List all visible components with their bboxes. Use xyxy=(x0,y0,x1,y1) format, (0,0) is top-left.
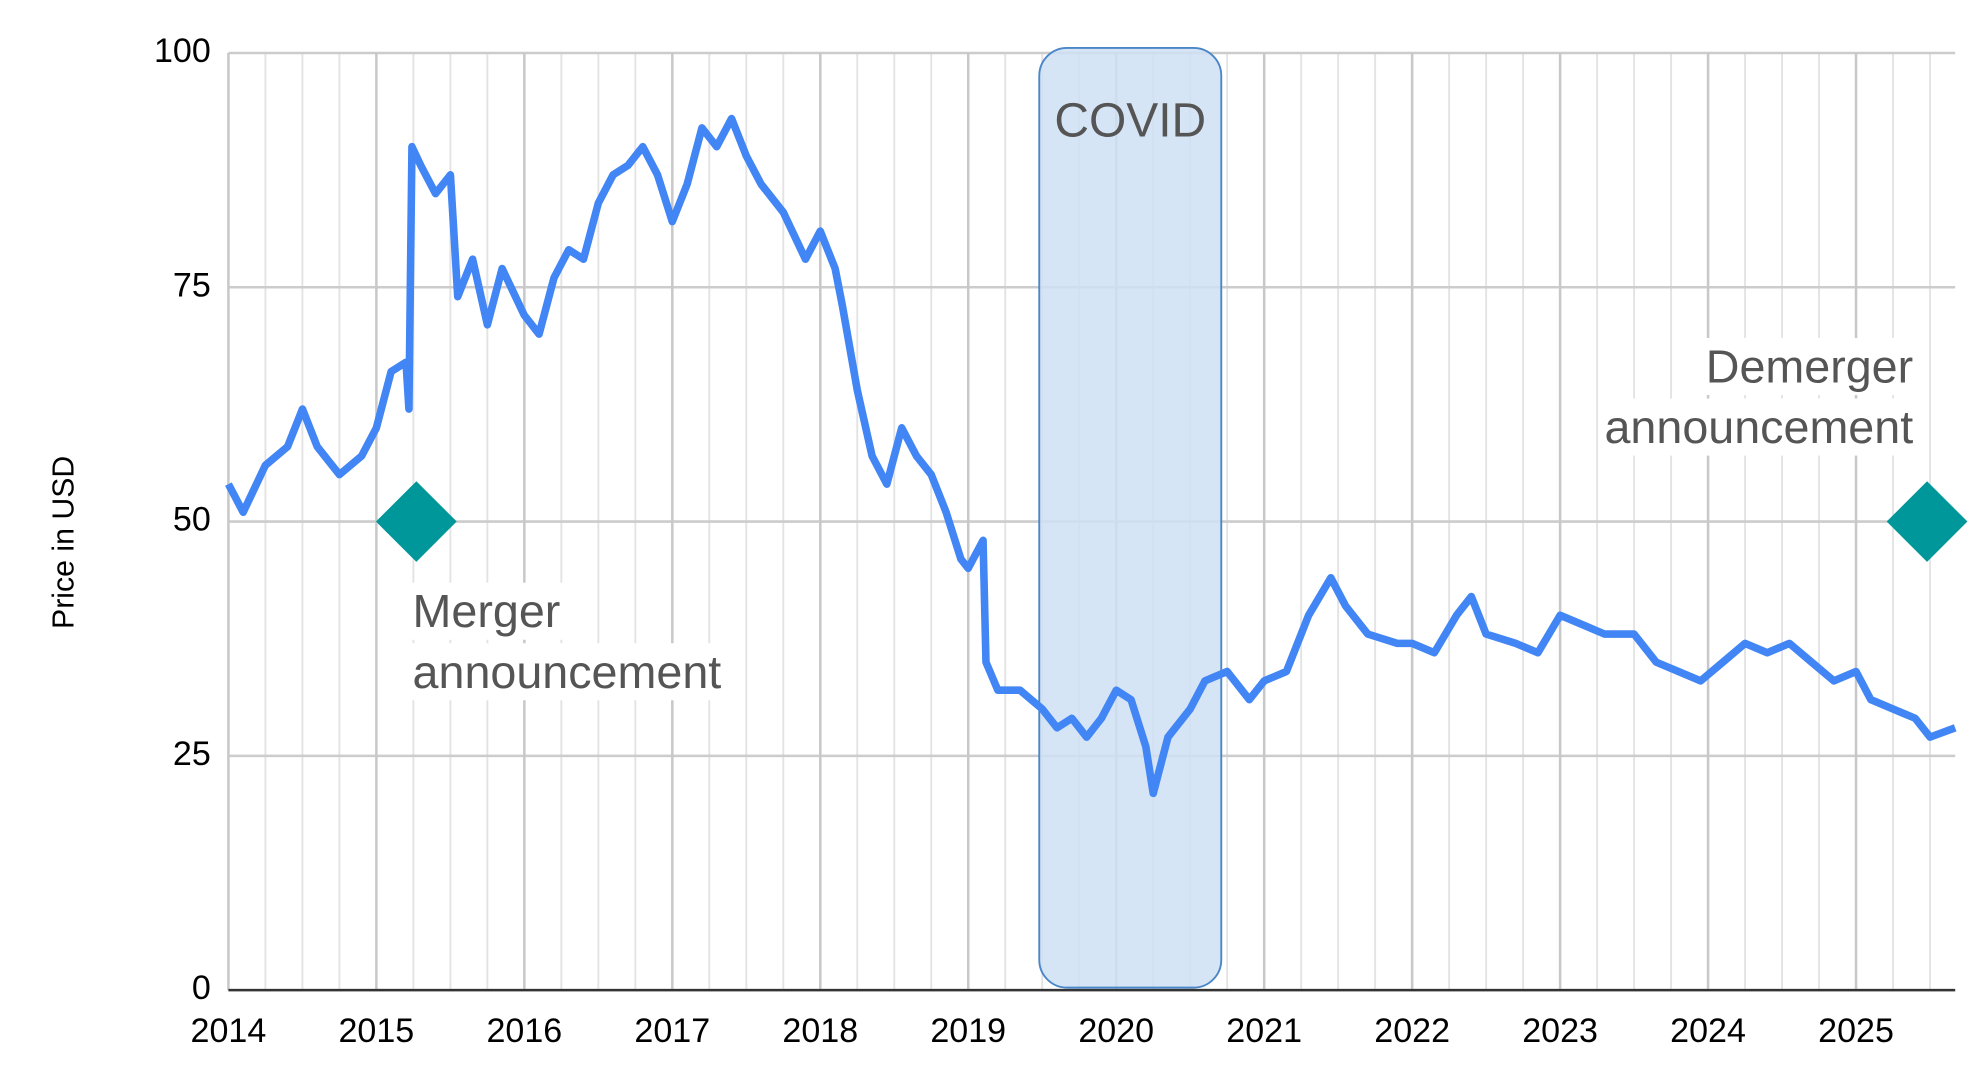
x-tick-label: 2014 xyxy=(191,1012,267,1050)
x-tick-label: 2016 xyxy=(486,1012,562,1050)
annotation-label: announcement xyxy=(413,646,722,698)
marker-annotation: Demerger announcement xyxy=(1599,338,1919,456)
x-tick-label: 2015 xyxy=(339,1012,415,1050)
label-background xyxy=(407,643,727,701)
x-tick-label: 2019 xyxy=(930,1012,1006,1050)
y-tick-label: 75 xyxy=(173,266,211,304)
event-marker xyxy=(1886,481,1968,562)
y-tick-label: 50 xyxy=(173,501,211,539)
x-tick-label: 2025 xyxy=(1818,1012,1894,1050)
x-tick-label: 2018 xyxy=(782,1012,858,1050)
covid-band xyxy=(1038,46,1223,989)
label-background xyxy=(1599,398,1919,456)
y-tick-label: 25 xyxy=(173,735,211,773)
x-tick-label: 2024 xyxy=(1670,1012,1746,1050)
label-background xyxy=(1700,338,1919,396)
x-tick-label: 2017 xyxy=(634,1012,710,1050)
x-tick-label: 2020 xyxy=(1078,1012,1154,1050)
band-label: COVID xyxy=(1054,94,1206,147)
x-tick-label: 2021 xyxy=(1226,1012,1302,1050)
annotation-label: Demerger xyxy=(1706,341,1913,393)
y-tick-label: 100 xyxy=(154,32,211,70)
x-tick-label: 2022 xyxy=(1374,1012,1450,1050)
annotation-label: Merger xyxy=(413,585,561,637)
annotation-label: announcement xyxy=(1604,401,1913,453)
y-tick-label: 0 xyxy=(192,969,211,1007)
label-background xyxy=(407,582,566,640)
price-line xyxy=(225,114,1957,798)
event-marker xyxy=(375,481,457,562)
marker-annotation: Merger announcement xyxy=(407,582,727,701)
y-axis-label: Price in USD xyxy=(48,456,81,629)
x-tick-label: 2023 xyxy=(1522,1012,1598,1050)
